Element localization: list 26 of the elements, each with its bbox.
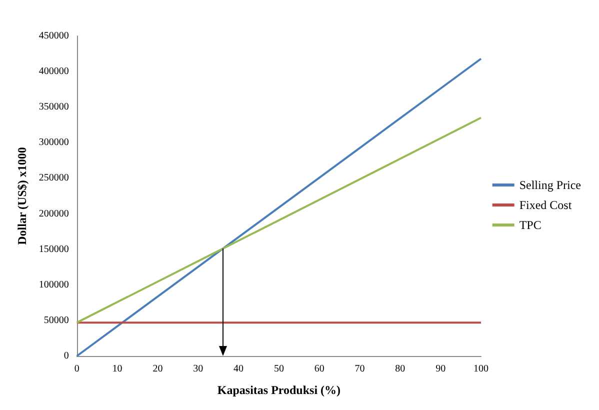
x-tick-label: 0 — [74, 364, 80, 374]
y-axis-title: Dollar (US$) x1000 — [15, 147, 29, 245]
x-tick-label: 10 — [112, 364, 122, 374]
x-axis-title: Kapasitas Produksi (%) — [217, 383, 341, 397]
x-tick-label: 40 — [234, 364, 244, 374]
y-tick-label: 300000 — [38, 137, 69, 148]
x-tick-label: 20 — [152, 364, 163, 374]
y-tick-label: 350000 — [38, 102, 69, 113]
y-tick-label: 450000 — [38, 30, 69, 42]
x-tick-label: 80 — [395, 364, 406, 374]
x-tick-label: 70 — [354, 364, 365, 374]
x-tick-label: 100 — [474, 364, 488, 374]
x-tick-label: 30 — [193, 364, 204, 374]
legend-label: Fixed Cost — [519, 198, 572, 212]
y-tick-label: 250000 — [38, 172, 69, 184]
legend-label: Selling Price — [519, 178, 582, 192]
y-tick-label: 50000 — [44, 314, 69, 326]
y-tick-label: 400000 — [38, 66, 69, 78]
x-tick-label: 60 — [314, 364, 324, 374]
y-tick-label: 150000 — [38, 244, 69, 255]
y-tick-label: 0 — [64, 350, 69, 362]
y-tick-label: 200000 — [38, 208, 69, 220]
legend-label: TPC — [519, 218, 542, 232]
x-tick-label: 50 — [274, 364, 284, 374]
x-tick-label: 90 — [436, 364, 446, 374]
y-tick-label: 100000 — [38, 279, 69, 290]
